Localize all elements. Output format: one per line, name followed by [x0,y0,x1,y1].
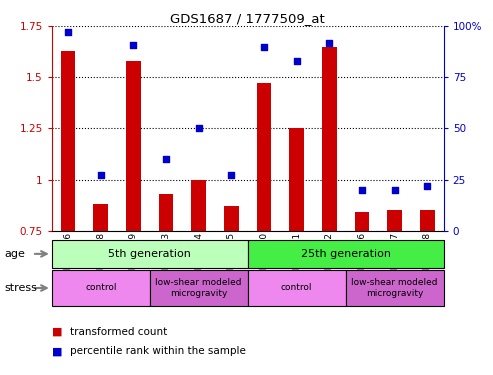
Bar [224,206,239,231]
Title: GDS1687 / 1777509_at: GDS1687 / 1777509_at [171,12,325,25]
Point [64,29,72,35]
Text: 5th generation: 5th generation [108,249,191,259]
Bar [387,210,402,231]
Bar [61,51,75,231]
Text: transformed count: transformed count [70,327,168,337]
Point [293,58,301,64]
Point [195,125,203,132]
Text: control: control [281,284,313,292]
Point [423,183,431,189]
Point [358,187,366,193]
Point [391,187,399,193]
Text: percentile rank within the sample: percentile rank within the sample [70,346,246,356]
Text: low-shear modeled
microgravity: low-shear modeled microgravity [155,278,242,297]
Bar [93,204,108,231]
Bar [247,270,346,306]
Bar [346,270,444,306]
Bar [52,270,150,306]
Bar [191,180,206,231]
Point [227,172,235,178]
Bar [159,194,174,231]
Point [260,44,268,50]
Bar [257,84,272,231]
Bar [126,61,141,231]
Bar [354,212,369,231]
Point [162,156,170,162]
Point [325,40,333,46]
Text: ■: ■ [52,327,66,337]
Text: stress: stress [4,283,37,293]
Text: ■: ■ [52,346,66,356]
Bar [52,240,247,268]
Text: low-shear modeled
microgravity: low-shear modeled microgravity [352,278,438,297]
Text: age: age [4,249,25,259]
Text: control: control [85,284,116,292]
Bar [420,210,435,231]
Point [97,172,105,178]
Point [130,42,138,48]
Bar [150,270,247,306]
Text: 25th generation: 25th generation [301,249,391,259]
Bar [322,47,337,231]
Bar [247,240,444,268]
Bar [289,128,304,231]
